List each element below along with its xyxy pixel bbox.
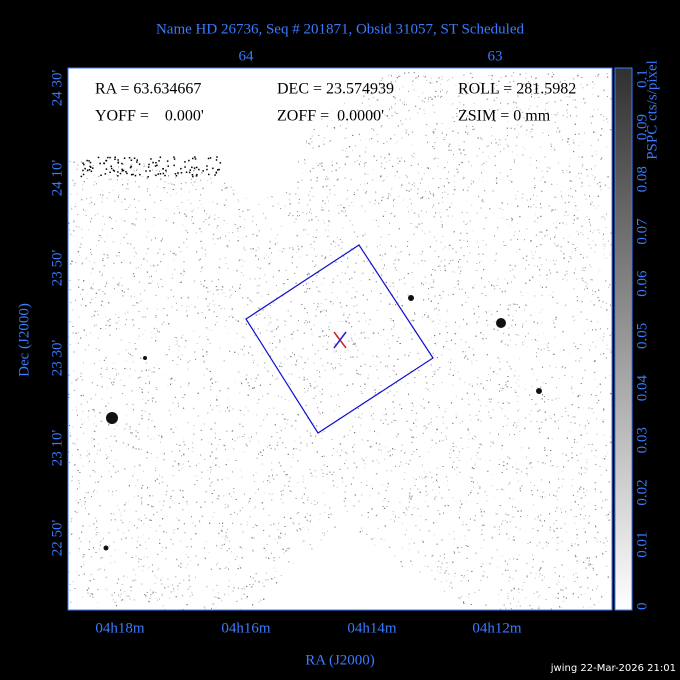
colorbar-tick-label: 0.04: [634, 374, 650, 401]
target-marker: [333, 331, 347, 349]
footer: jwing 22-Mar-2026 21:01: [550, 663, 676, 674]
info-dec: DEC = 23.574939: [277, 81, 394, 98]
colorbar-tick-label: 0.06: [634, 270, 650, 297]
colorbar-tick-label: 0.07: [634, 218, 650, 245]
left-tick-label: 22 50': [49, 519, 65, 556]
top-tick-label: 63: [488, 48, 503, 64]
colorbar-tick-label: 0.01: [634, 532, 650, 558]
x-axis-label: RA (J2000): [305, 652, 375, 668]
info-yoff: YOFF = 0.000': [95, 108, 204, 125]
left-tick-label: 23 30': [49, 339, 65, 376]
plot-frame: [67, 67, 613, 611]
colorbar-label: PSPC cts/s/pixel: [644, 60, 660, 160]
left-tick-label: 24 10': [49, 159, 65, 196]
colorbar-tick-label: 0.05: [634, 323, 650, 349]
bottom-tick-label: 04h16m: [221, 620, 271, 636]
info-ra: RA = 63.634667: [95, 81, 201, 98]
y-axis-label: Dec (J2000): [16, 303, 32, 377]
left-tick-label: 23 50': [49, 249, 65, 286]
colorbar-tick-label: 0.09: [634, 114, 650, 140]
bottom-tick-label: 04h18m: [95, 620, 145, 636]
sky-image: [68, 72, 612, 610]
colorbar-tick-label: 0.03: [634, 427, 650, 453]
title: Name HD 26736, Seq # 201871, Obsid 31057…: [156, 21, 525, 37]
colorbar-tick-label: 0: [634, 603, 650, 611]
info-zoff: ZOFF = 0.0000': [277, 108, 384, 125]
bottom-tick-label: 04h14m: [347, 620, 397, 636]
left-tick-label: 23 10': [49, 429, 65, 466]
top-tick-label: 64: [239, 48, 255, 64]
colorbar: [614, 67, 633, 611]
field-of-view: [245, 244, 434, 434]
info-zsim: ZSIM = 0 mm: [458, 108, 551, 125]
left-tick-label: 24 30': [49, 69, 65, 106]
colorbar-tick-label: 0.02: [634, 479, 650, 505]
colorbar-tick-label: 0.1: [634, 69, 650, 88]
colorbar-tick-label: 0.08: [634, 166, 650, 192]
info-roll: ROLL = 281.5982: [458, 81, 576, 98]
bottom-tick-label: 04h12m: [472, 620, 522, 636]
